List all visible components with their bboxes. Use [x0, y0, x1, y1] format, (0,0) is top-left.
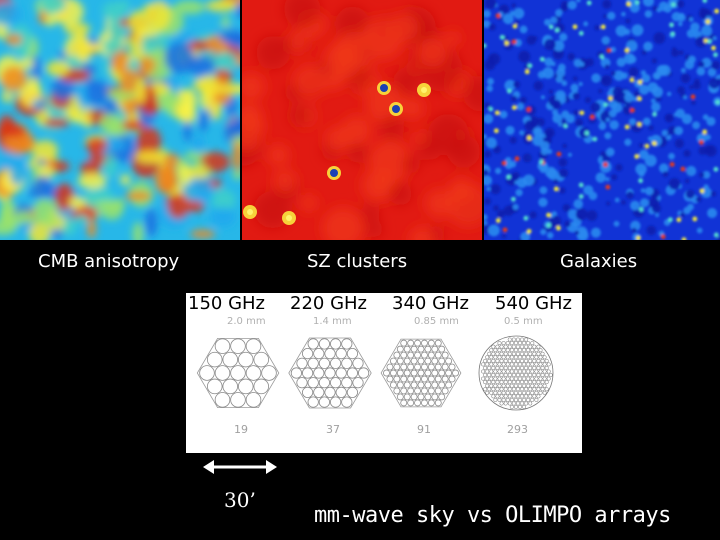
beam-label-220: 1.4 mm [313, 316, 352, 327]
cmb-anisotropy-map [0, 0, 240, 240]
beam-label-340: 0.85 mm [414, 316, 459, 327]
beam-label-540: 0.5 mm [504, 316, 543, 327]
detector-arrays-diagram [196, 335, 554, 411]
galaxies-map [484, 0, 720, 240]
galaxies-caption: Galaxies [560, 251, 638, 272]
scale-label: 30’ [224, 488, 256, 512]
detector-count-540: 293 [507, 423, 528, 436]
sz-caption: SZ clusters [307, 251, 408, 272]
detector-count-340: 91 [417, 423, 431, 436]
olimpo-arrays-panel: 150 GHz 220 GHz 340 GHz 540 GHz 2.0 mm 1… [186, 293, 582, 453]
scale-arrow-icon [203, 460, 277, 474]
freq-label-340: 340 GHz [392, 293, 470, 314]
sz-clusters-map [242, 0, 482, 240]
slide-footer-title: mm-wave sky vs OLIMPO arrays [314, 503, 671, 528]
detector-count-150: 19 [234, 423, 248, 436]
detector-count-220: 37 [326, 423, 340, 436]
freq-label-220: 220 GHz [290, 293, 368, 314]
freq-label-540: 540 GHz [495, 293, 573, 314]
beam-label-150: 2.0 mm [227, 316, 266, 327]
freq-label-150: 150 GHz [188, 293, 266, 314]
cmb-caption: CMB anisotropy [38, 251, 180, 272]
